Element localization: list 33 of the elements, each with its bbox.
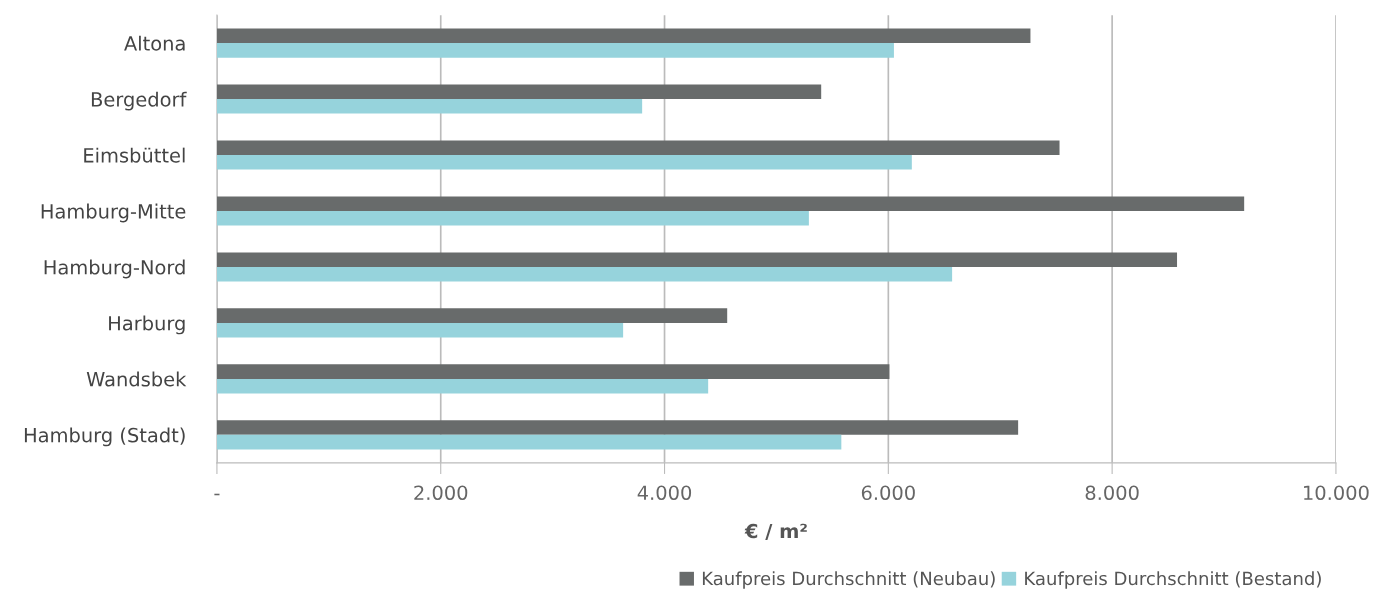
- x-tick-label: 8.000: [1085, 485, 1139, 501]
- bar: [216, 378, 709, 394]
- y-tick-label: Eimsbüttel: [84, 147, 185, 163]
- legend-label: Kaufpreis Durchschnitt (Bestand): [1025, 571, 1321, 589]
- bar: [216, 140, 1060, 156]
- y-tick-label: Harburg: [109, 315, 185, 335]
- x-tick-label: 10.000: [1304, 485, 1369, 501]
- legend-label: Kaufpreis Durchschnitt (Neubau): [702, 571, 995, 589]
- bar: [216, 210, 809, 226]
- y-tick-label: Hamburg (Stadt): [24, 427, 185, 447]
- y-tick-label: Bergedorf: [91, 91, 187, 111]
- bar: [216, 43, 894, 58]
- bar: [216, 266, 953, 282]
- y-tick-label: Hamburg-Mitte: [41, 203, 186, 223]
- bar: [216, 99, 643, 114]
- x-axis-title: € / m²: [744, 523, 807, 540]
- bar: [216, 364, 890, 379]
- y-tick-label: Wandsbek: [86, 371, 187, 387]
- bar: [216, 155, 912, 170]
- bar: [216, 84, 822, 100]
- x-tick-label: 4.000: [637, 485, 692, 501]
- x-tick-label: -: [214, 493, 220, 496]
- x-tick-label: 6.000: [861, 485, 915, 501]
- y-tick-label: Hamburg-Nord: [44, 259, 185, 279]
- x-tick-label: 2.000: [414, 485, 468, 501]
- bar: [216, 252, 1178, 267]
- bar: [216, 308, 728, 323]
- bar: [216, 196, 1245, 211]
- bar: [216, 434, 842, 450]
- bar: [216, 420, 1019, 435]
- y-tick-label: Altona: [124, 35, 185, 51]
- bar: [216, 322, 624, 338]
- bar: [216, 28, 1031, 44]
